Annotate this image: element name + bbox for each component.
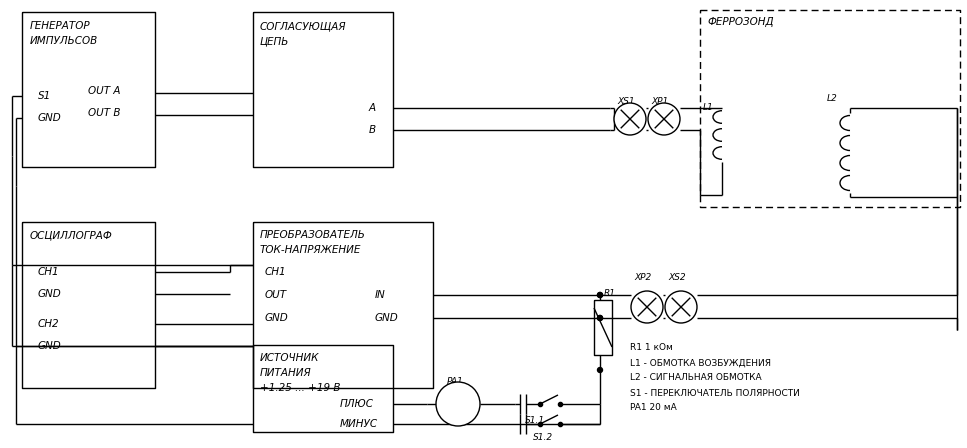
Text: OUT A: OUT A <box>88 86 121 96</box>
Text: А: А <box>460 400 466 409</box>
Text: ИМПУЛЬСОВ: ИМПУЛЬСОВ <box>30 36 99 46</box>
Circle shape <box>598 315 602 320</box>
Text: XS1: XS1 <box>617 96 634 105</box>
Text: CH1: CH1 <box>38 267 60 277</box>
Text: XP1: XP1 <box>651 96 668 105</box>
Text: L2 - СИГНАЛЬНАЯ ОБМОТКА: L2 - СИГНАЛЬНАЯ ОБМОТКА <box>630 374 762 383</box>
Text: GND: GND <box>38 113 62 123</box>
Text: OUT B: OUT B <box>88 108 121 118</box>
Text: S1: S1 <box>38 91 51 101</box>
Text: ОСЦИЛЛОГРАФ: ОСЦИЛЛОГРАФ <box>30 230 113 240</box>
Circle shape <box>598 315 602 320</box>
Circle shape <box>598 367 602 372</box>
Text: GND: GND <box>265 313 289 323</box>
Text: L1: L1 <box>703 103 714 112</box>
Circle shape <box>665 291 697 323</box>
Text: L1 - ОБМОТКА ВОЗБУЖДЕНИЯ: L1 - ОБМОТКА ВОЗБУЖДЕНИЯ <box>630 358 771 367</box>
Text: ГЕНЕРАТОР: ГЕНЕРАТОР <box>30 21 91 31</box>
Text: XP2: XP2 <box>634 273 651 283</box>
Text: ПРЕОБРАЗОВАТЕЛЬ: ПРЕОБРАЗОВАТЕЛЬ <box>260 230 366 240</box>
Text: ТОК-НАПРЯЖЕНИЕ: ТОК-НАПРЯЖЕНИЕ <box>260 245 362 255</box>
Text: A: A <box>369 103 376 113</box>
Circle shape <box>598 293 602 297</box>
Text: МИНУС: МИНУС <box>340 419 378 429</box>
Text: S1.1: S1.1 <box>525 415 545 425</box>
Circle shape <box>436 382 480 426</box>
Text: ПЛЮС: ПЛЮС <box>340 399 374 409</box>
Text: ЦЕПЬ: ЦЕПЬ <box>260 36 289 46</box>
Text: R1 1 кОм: R1 1 кОм <box>630 344 673 353</box>
Text: CH2: CH2 <box>38 319 60 329</box>
Circle shape <box>614 103 646 135</box>
Text: S1 - ПЕРЕКЛЮЧАТЕЛЬ ПОЛЯРНОСТИ: S1 - ПЕРЕКЛЮЧАТЕЛЬ ПОЛЯРНОСТИ <box>630 388 800 397</box>
Text: IN: IN <box>375 290 386 300</box>
Text: OUT: OUT <box>265 290 287 300</box>
Text: R1: R1 <box>604 289 616 297</box>
Text: B: B <box>369 125 376 135</box>
Text: СОГЛАСУЮЩАЯ: СОГЛАСУЮЩАЯ <box>260 21 346 31</box>
Text: GND: GND <box>375 313 398 323</box>
Text: ФЕРРОЗОНД: ФЕРРОЗОНД <box>707 17 774 27</box>
Text: PA1 20 мА: PA1 20 мА <box>630 404 677 413</box>
Text: ПИТАНИЯ: ПИТАНИЯ <box>260 368 311 378</box>
Text: CH1: CH1 <box>265 267 286 277</box>
Circle shape <box>598 293 602 297</box>
Text: GND: GND <box>38 341 62 351</box>
Text: GND: GND <box>38 289 62 299</box>
Text: S1.2: S1.2 <box>533 432 553 441</box>
Text: PA1: PA1 <box>447 376 464 385</box>
Text: ИСТОЧНИК: ИСТОЧНИК <box>260 353 319 363</box>
Circle shape <box>648 103 680 135</box>
Text: L2: L2 <box>827 94 837 103</box>
Text: XS2: XS2 <box>668 273 686 283</box>
Text: +1.25 ... +19 В: +1.25 ... +19 В <box>260 383 340 393</box>
Circle shape <box>631 291 663 323</box>
